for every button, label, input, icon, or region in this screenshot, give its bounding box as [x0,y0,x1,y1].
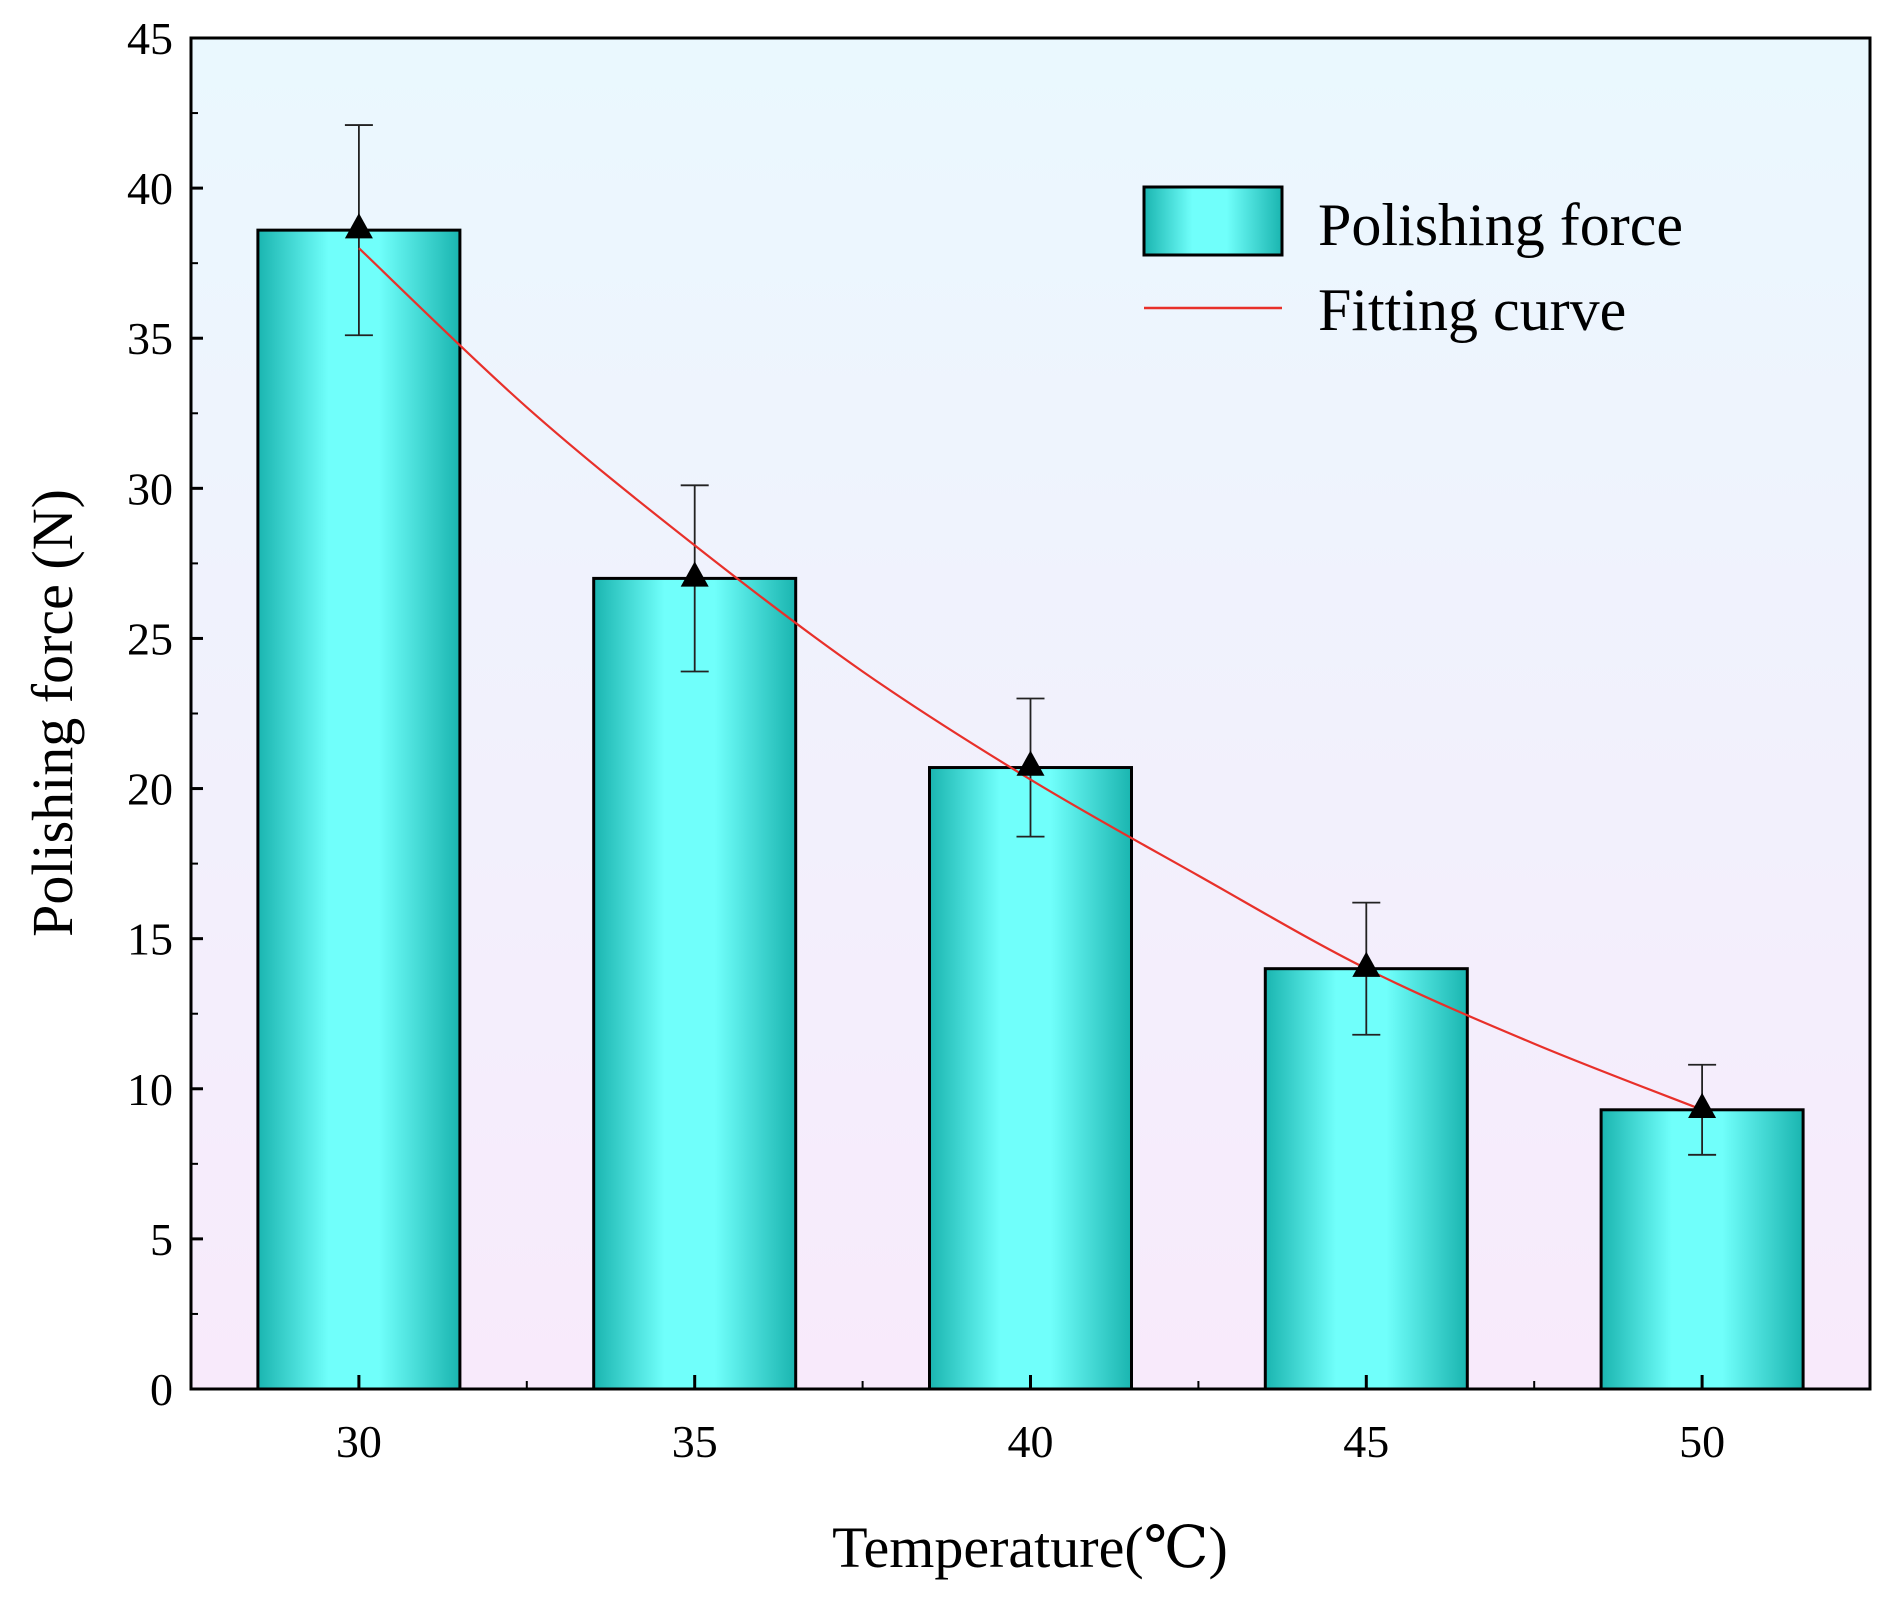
legend-label-polishing-force: Polishing force [1318,192,1683,258]
marker-triangle-50 [1688,1092,1717,1118]
bars-group [256,228,1805,1391]
y-tick-label-30: 30 [127,463,173,514]
x-tick-label-30: 30 [336,1416,382,1467]
marker-triangle-30 [344,213,373,239]
x-axis: 30 35 40 45 50 [336,1375,1725,1467]
y-tick-label-20: 20 [127,764,173,815]
x-tick-label-50: 50 [1679,1416,1725,1467]
y-tick-label-25: 25 [127,613,173,664]
legend: Polishing force Fitting curve [1142,185,1683,343]
bar-40 [928,766,1133,1391]
marker-triangle-45 [1352,951,1381,977]
x-tick-label-40: 40 [1008,1416,1054,1467]
markers-group [344,213,1717,1118]
y-tick-label-15: 15 [127,914,173,965]
y-tick-label-0: 0 [150,1364,173,1415]
bar-45 [1263,967,1469,1391]
y-tick-label-5: 5 [150,1214,173,1265]
marker-triangle-40 [1016,750,1045,776]
y-tick-label-40: 40 [127,163,173,214]
y-tick-label-10: 10 [127,1064,173,1115]
legend-label-fitting-curve: Fitting curve [1318,277,1626,343]
bar-35 [592,576,798,1391]
y-axis-title: Polishing force (N) [20,489,85,937]
marker-triangle-35 [680,561,709,587]
legend-swatch-bar [1142,185,1284,257]
fitting-curve-line [358,247,1703,1111]
fitting-curve-group [358,247,1703,1111]
bar-30 [256,228,462,1391]
y-axis: 0 5 10 15 20 25 30 35 40 45 [127,13,203,1415]
y-tick-label-35: 35 [127,313,173,364]
y-tick-label-45: 45 [127,13,173,64]
x-tick-label-35: 35 [672,1416,718,1467]
x-axis-title: Temperature(℃) [832,1515,1228,1580]
x-tick-label-45: 45 [1343,1416,1389,1467]
